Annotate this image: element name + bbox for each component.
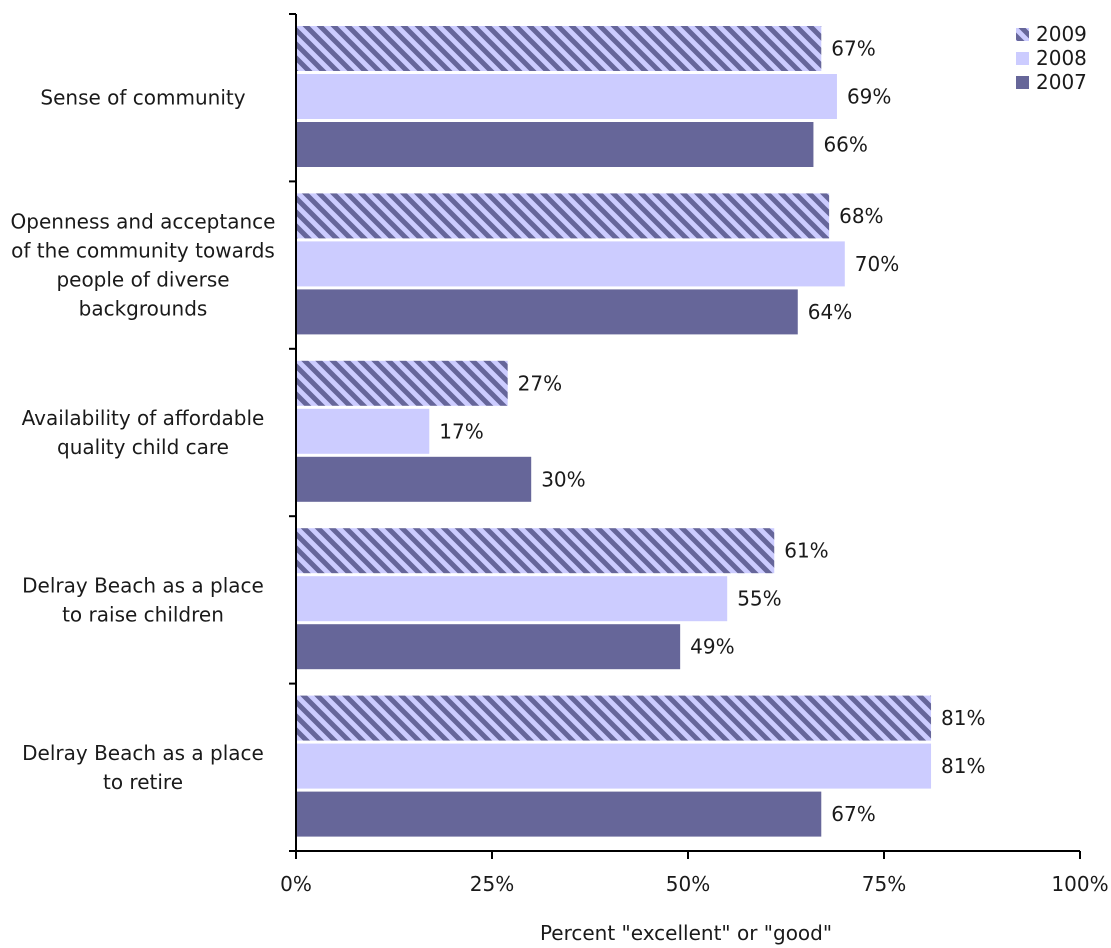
data-label: 81% [941,706,985,730]
data-label: 64% [808,300,852,324]
bar-2009-1 [296,193,830,239]
x-tick-label: 25% [470,872,514,896]
data-label: 67% [831,802,875,826]
data-label: 81% [941,754,985,778]
data-label: 49% [690,635,734,659]
legend-swatch-2009 [1016,28,1029,41]
legend-label-2008: 2008 [1036,46,1087,70]
x-tick-label: 0% [280,872,312,896]
data-label: 61% [784,539,828,563]
bars-layer [296,26,932,837]
category-label: Delray Beach as a place to raise children [22,573,264,626]
legend-label-2007: 2007 [1036,70,1087,94]
x-tick-label: 50% [666,872,710,896]
bar-2009-2 [296,360,508,406]
bar-2008-2 [296,408,430,454]
bar-2009-4 [296,695,932,741]
x-axis-title: Percent "excellent" or "good" [540,921,832,945]
category-label: Availability of affordable quality child … [22,406,265,459]
data-label: 66% [823,133,867,157]
bar-2007-1 [296,289,798,335]
bar-2009-0 [296,26,822,71]
data-label: 30% [541,467,585,491]
data-label: 27% [518,371,562,395]
data-label: 69% [847,85,891,109]
bar-2008-0 [296,74,837,119]
data-label: 68% [839,204,883,228]
legend-swatch-2007 [1016,76,1029,89]
legend-swatch-2008 [1016,52,1029,65]
axes-layer: 0% 25% 50% 75% 100% [280,13,1109,896]
category-label: Openness and acceptance of the community … [11,210,276,321]
data-label: 67% [831,37,875,61]
bar-2008-1 [296,241,845,287]
data-label: 70% [855,252,899,276]
bar-2008-4 [296,743,932,789]
bar-2007-3 [296,624,681,670]
bar-2008-3 [296,576,728,622]
data-label: 17% [439,419,483,443]
category-label: Sense of community [40,86,245,110]
legend-label-2009: 2009 [1036,22,1087,46]
bar-2009-3 [296,528,775,574]
data-label: 55% [737,587,781,611]
x-tick-label: 100% [1051,872,1108,896]
category-label: Delray Beach as a place to retire [22,741,264,794]
labels-layer: 67% 69% 66% Sense of community 68% 70%64% Open… [11,37,986,827]
bar-2007-4 [296,791,822,837]
bar-2007-0 [296,122,814,167]
x-tick-label: 75% [862,872,906,896]
bar-2007-2 [296,456,532,502]
